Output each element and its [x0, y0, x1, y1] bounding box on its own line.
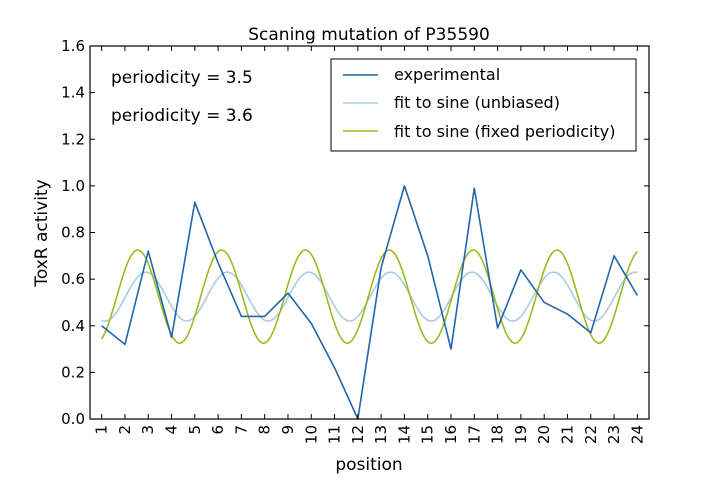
- y-tick-label: 0.8: [61, 224, 85, 242]
- plot-lines: [100, 185, 639, 420]
- y-axis: 0.0 0.2 0.4 0.6 0.8 1.0 1.2 1.4 1.6: [61, 37, 649, 428]
- x-tick-label: 10: [302, 425, 320, 444]
- chart-title: Scaning mutation of P35590: [248, 25, 490, 45]
- series-experimental-line: [101, 185, 639, 420]
- x-tick-label: 6: [209, 425, 227, 435]
- x-tick-label: 20: [535, 425, 553, 444]
- x-tick-label: 4: [163, 425, 181, 435]
- y-tick-label: 1.2: [61, 130, 85, 148]
- legend-label-unbiased: fit to sine (unbiased): [394, 93, 560, 112]
- x-tick-label: 24: [628, 425, 646, 444]
- y-tick-label: 0.2: [61, 363, 85, 381]
- x-tick-label: 1: [93, 425, 111, 435]
- x-tick-label: 9: [279, 425, 297, 435]
- y-tick-label: 1.0: [61, 177, 85, 195]
- legend-box: [330, 58, 637, 152]
- x-axis-label: position: [335, 455, 402, 475]
- y-tick-label: 1.4: [61, 84, 85, 102]
- x-tick-label: 11: [326, 425, 344, 444]
- y-tick-label: 0.4: [61, 317, 85, 335]
- x-tick-label: 14: [395, 425, 413, 444]
- x-tick-label: 18: [489, 425, 507, 444]
- x-tick-label: 15: [419, 425, 437, 444]
- x-tick-label: 2: [116, 425, 134, 435]
- x-tick-label: 23: [605, 425, 623, 444]
- x-tick-label: 7: [232, 425, 250, 435]
- series-sine-unbiased-line: [101, 271, 638, 322]
- legend-label-fixed: fit to sine (fixed periodicity): [394, 122, 615, 141]
- x-tick-label: 8: [256, 425, 274, 435]
- annotation-periodicity-fixed: periodicity = 3.6: [111, 106, 253, 126]
- x-tick-label: 5: [186, 425, 204, 435]
- y-tick-label: 1.6: [61, 37, 85, 55]
- x-axis: 1 2 3 4 5 6 7 8 9 10 11 12 13 14 15 16 17 18 19 20 21 22 23 24: [93, 46, 646, 444]
- x-tick-label: 13: [372, 425, 390, 444]
- y-tick-label: 0.0: [61, 410, 85, 428]
- y-axis-label: ToxR activity: [32, 179, 52, 287]
- x-tick-label: 12: [349, 425, 367, 444]
- legend: experimental fit to sine (unbiased) fit …: [330, 58, 637, 152]
- legend-label-experimental: experimental: [394, 65, 500, 84]
- x-tick-label: 3: [139, 425, 157, 435]
- x-tick-label: 21: [559, 425, 577, 444]
- x-tick-label: 16: [442, 425, 460, 444]
- x-tick-label: 17: [465, 425, 483, 444]
- x-tick-label: 22: [582, 425, 600, 444]
- annotation-periodicity-unbiased: periodicity = 3.5: [111, 68, 253, 88]
- x-tick-label: 19: [512, 425, 530, 444]
- series-sine-fixed-line: [100, 249, 638, 345]
- y-tick-label: 0.6: [61, 270, 85, 288]
